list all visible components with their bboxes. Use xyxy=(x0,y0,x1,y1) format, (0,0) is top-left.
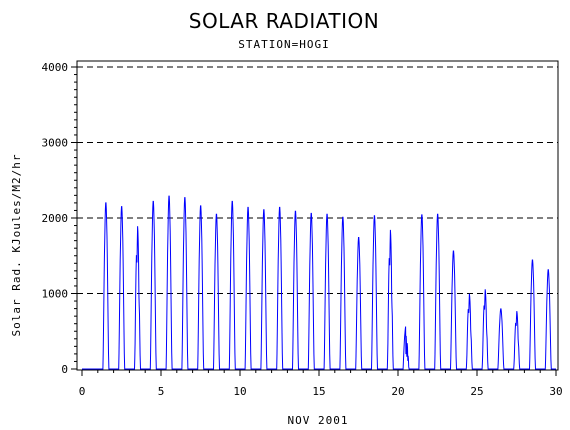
x-axis: 0 5 10 15 20 25 30 xyxy=(79,370,563,398)
chart-subtitle: STATION=HOGI xyxy=(238,38,329,51)
x-tick-label: 10 xyxy=(233,385,246,398)
y-tick-label: 2000 xyxy=(42,212,69,225)
x-tick-label: 0 xyxy=(79,385,86,398)
y-tick-label: 1000 xyxy=(42,288,69,301)
y-tick-label: 0 xyxy=(61,363,68,376)
plot-series xyxy=(82,195,556,370)
x-tick-label: 30 xyxy=(549,385,562,398)
x-tick-label: 15 xyxy=(312,385,325,398)
y-axis: 0 1000 2000 3000 4000 xyxy=(42,61,77,376)
y-tick-label: 4000 xyxy=(42,61,69,74)
y-axis-label: Solar Rad. KJoules/M2/hr xyxy=(10,154,23,337)
x-tick-label: 20 xyxy=(391,385,404,398)
x-axis-label: NOV 2001 xyxy=(288,414,349,427)
y-grid xyxy=(77,66,558,294)
x-tick-label: 25 xyxy=(470,385,483,398)
x-tick-label: 5 xyxy=(158,385,165,398)
y-tick-label: 3000 xyxy=(42,137,69,150)
plot-frame xyxy=(76,60,559,371)
chart-title: SOLAR RADIATION xyxy=(189,9,380,33)
solar-radiation-series xyxy=(82,195,556,370)
